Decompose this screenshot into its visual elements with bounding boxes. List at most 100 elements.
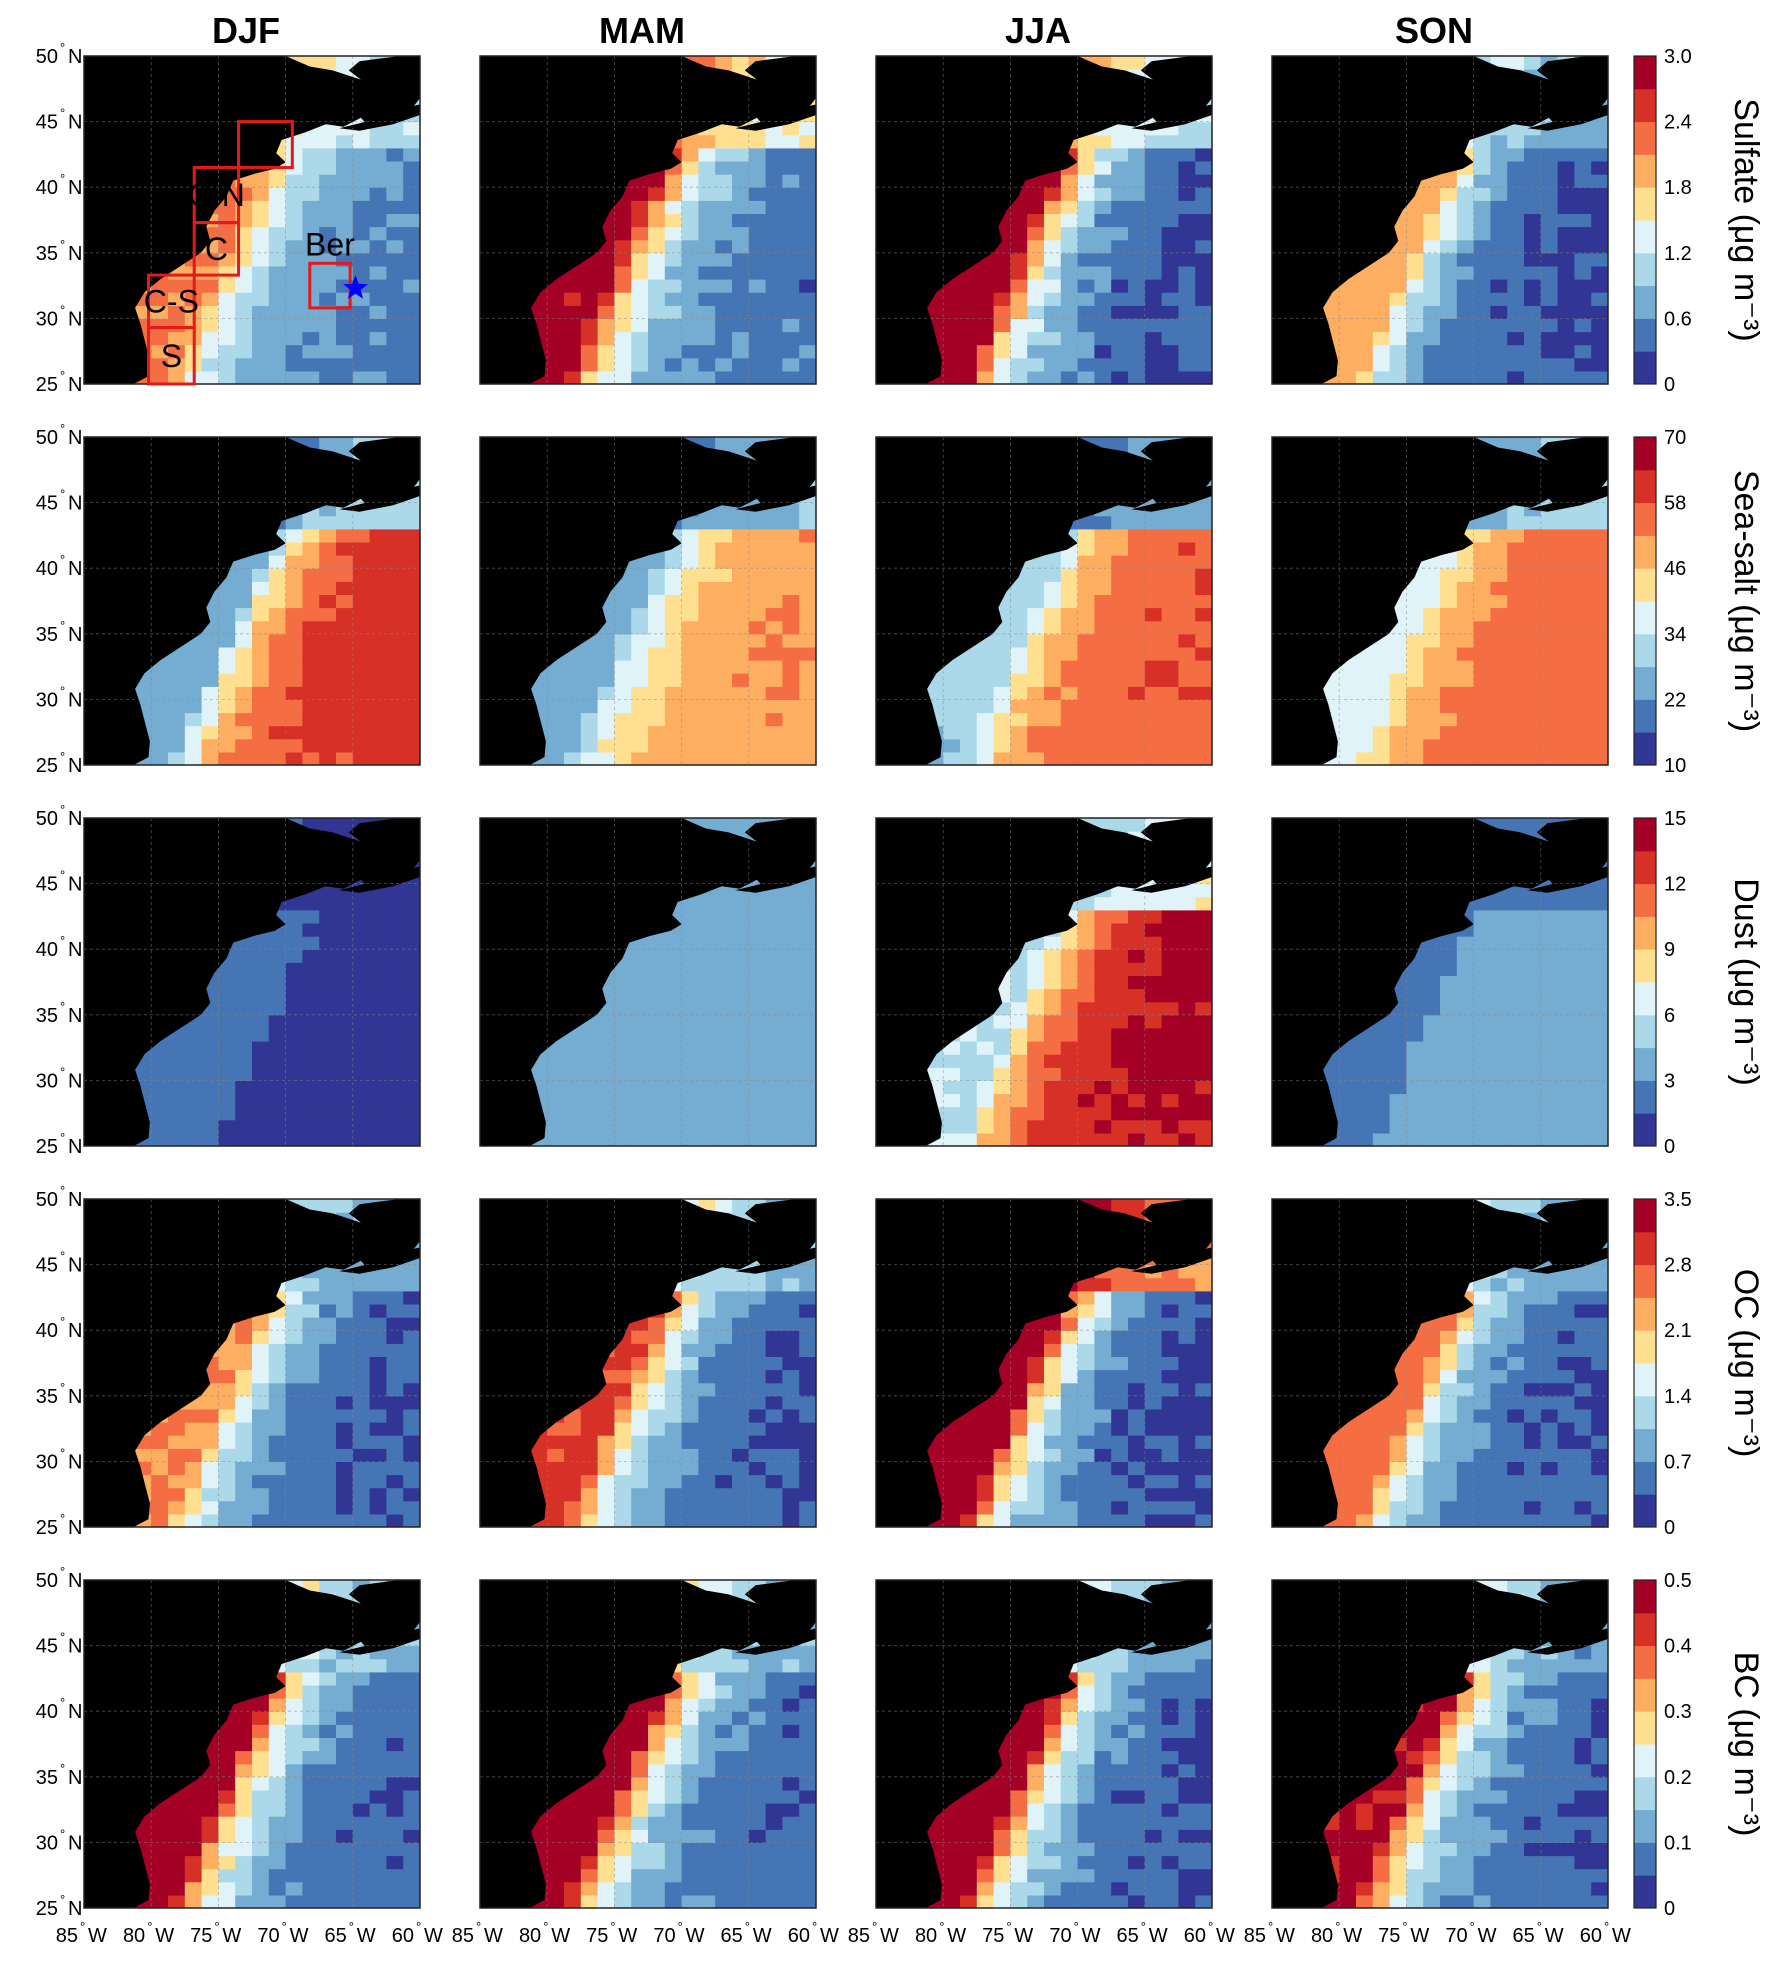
grid-cell [715, 318, 733, 333]
grid-cell [235, 633, 253, 648]
grid-cell [1406, 370, 1424, 384]
grid-cell [1557, 213, 1575, 228]
grid-cell [386, 147, 404, 162]
grid-cell [681, 1080, 699, 1095]
grid-cell [1557, 646, 1575, 661]
grid-cell [1356, 357, 1374, 372]
grid-cell [681, 542, 699, 556]
grid-cell [782, 213, 800, 228]
grid-cell [1406, 344, 1424, 359]
grid-cell [799, 502, 816, 517]
grid-cell [1372, 370, 1391, 384]
grid-cell [1128, 699, 1146, 714]
grid-cell [681, 357, 699, 372]
grid-cell [698, 962, 716, 976]
map-panel-dust-mam [480, 818, 816, 1146]
grid-cell [134, 686, 152, 700]
grid-cell [1128, 686, 1146, 700]
grid-cell [386, 936, 404, 950]
grid-cell [1195, 265, 1212, 280]
grid-cell [1406, 699, 1424, 714]
grid-cell [547, 751, 565, 765]
grid-cell [748, 239, 767, 254]
grid-cell [993, 660, 1011, 674]
grid-cell [1507, 515, 1525, 530]
grid-cell [631, 699, 649, 714]
grid-cell [597, 1080, 615, 1095]
grid-cell [1010, 213, 1028, 228]
grid-cell [1456, 686, 1475, 700]
grid-cell [1044, 187, 1062, 201]
grid-cell [1044, 686, 1062, 700]
grid-cell [1473, 305, 1491, 319]
grid-cell [285, 147, 303, 162]
grid-cell [681, 213, 699, 228]
grid-cell [235, 725, 253, 740]
grid-cell [403, 699, 420, 714]
grid-cell [1372, 673, 1391, 687]
grid-cell [319, 437, 337, 451]
grid-cell [1094, 712, 1112, 727]
grid-cell [614, 305, 632, 319]
grid-cell [1094, 515, 1112, 530]
grid-cell [1540, 318, 1559, 333]
grid-cell [765, 134, 783, 149]
grid-cell [336, 1001, 354, 1016]
grid-cell [580, 686, 599, 700]
grid-cell [285, 161, 303, 175]
grid-cell [1111, 279, 1129, 293]
grid-cell [681, 239, 699, 254]
grid-cell [1178, 252, 1196, 267]
grid-cell [1473, 542, 1491, 556]
grid-cell [1540, 292, 1559, 306]
grid-cell [1490, 187, 1508, 201]
grid-cell [336, 699, 354, 714]
grid-cell [564, 712, 582, 727]
grid-cell [597, 1106, 615, 1121]
grid-cell [614, 712, 632, 727]
grid-cell [1195, 161, 1212, 175]
grid-cell [1044, 633, 1062, 648]
nova-scotia-land [735, 485, 816, 512]
grid-cell [1507, 568, 1525, 582]
grid-cell [285, 1001, 303, 1016]
land-mask [480, 437, 816, 765]
grid-cell [352, 594, 371, 609]
grid-cell [799, 279, 816, 293]
grid-cell [1128, 357, 1146, 372]
grid-cell [547, 686, 565, 700]
grid-cell [1423, 213, 1441, 228]
grid-cell [698, 1067, 716, 1081]
grid-cell [1339, 738, 1357, 753]
grid-cell [748, 134, 767, 149]
grid-cell [1574, 528, 1592, 543]
grid-cell [1010, 738, 1028, 753]
grid-cell [631, 1119, 649, 1134]
grid-cell [597, 712, 615, 727]
grid-cell [302, 949, 320, 963]
grid-cell [1591, 542, 1608, 556]
grid-cell [386, 923, 404, 937]
grid-cell [285, 725, 303, 740]
grid-cell [336, 239, 354, 254]
grid-cell [648, 936, 666, 950]
grid-cell [252, 1132, 270, 1146]
grid-cell [369, 1041, 387, 1055]
grid-cell [369, 949, 387, 963]
grid-cell [218, 646, 236, 661]
grid-cell [993, 686, 1011, 700]
grid-cell [597, 633, 615, 648]
grid-cell [681, 226, 699, 241]
grid-cell [1094, 331, 1112, 346]
grid-cell [664, 331, 683, 346]
nova-scotia-land [1527, 485, 1608, 512]
grid-cell [1178, 528, 1196, 543]
grid-cell [1591, 646, 1608, 661]
grid-cell [799, 555, 816, 569]
grid-cell [648, 226, 666, 241]
grid-cell [201, 357, 219, 372]
grid-cell [1161, 515, 1179, 530]
grid-cell [1490, 331, 1508, 346]
grid-cell [648, 568, 666, 582]
grid-cell [1077, 370, 1095, 384]
